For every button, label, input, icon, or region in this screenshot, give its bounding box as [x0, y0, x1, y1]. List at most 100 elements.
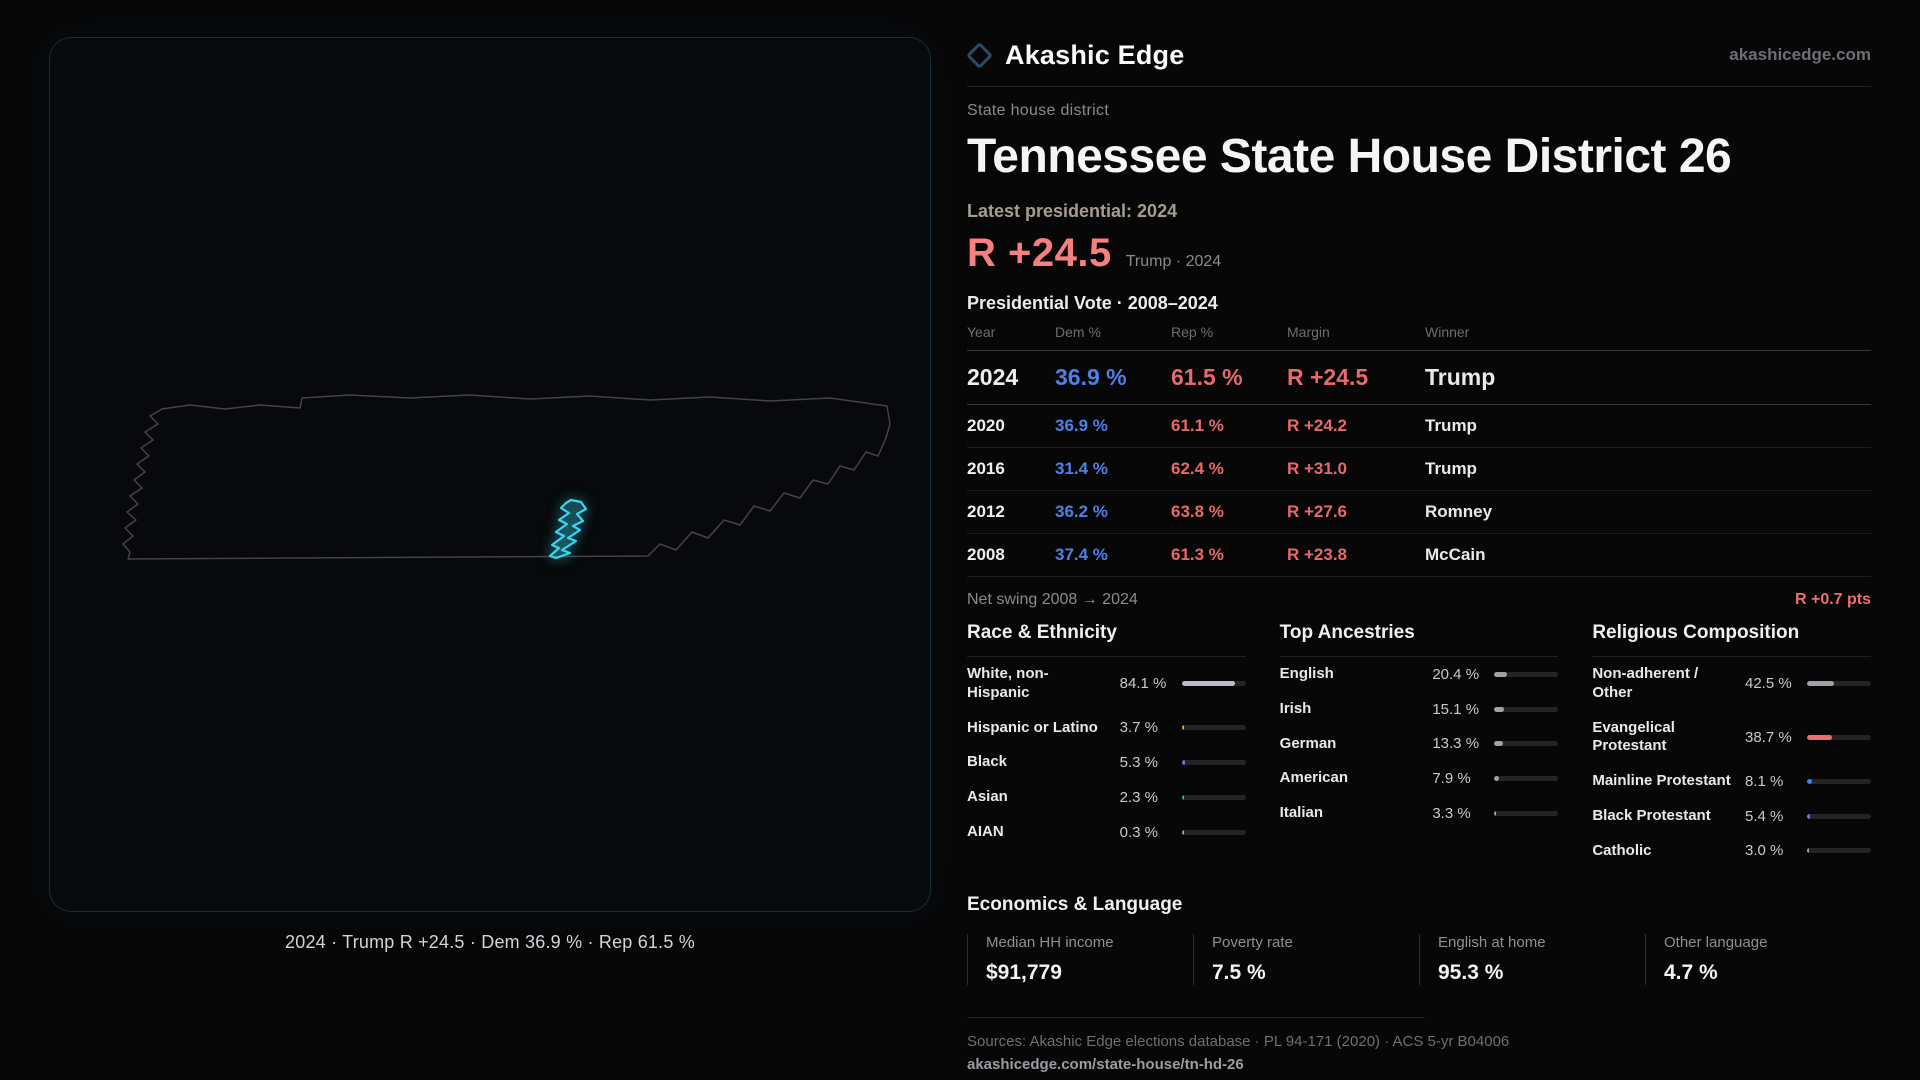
demographic-row: Black 5.3 %: [967, 745, 1246, 780]
demographic-label: Asian: [967, 788, 1008, 805]
net-swing-row: Net swing 2008 → 2024 R +0.7 pts: [967, 577, 1871, 609]
demographic-bar-fill: [1494, 671, 1508, 677]
religion-list: Non-adherent / Other 42.5 % Evangelical …: [1592, 657, 1871, 868]
page-title: Tennessee State House District 26: [967, 130, 1732, 183]
demographic-label: Black: [967, 753, 1008, 771]
demographic-bar: [1806, 848, 1871, 854]
demographic-row: Non-adherent / Other 42.5 %: [1592, 657, 1871, 711]
vote-year: 2012: [967, 502, 1005, 521]
demographic-bar: [1494, 810, 1559, 816]
demographic-label: Evangelical Protestant: [1592, 718, 1675, 755]
brand: Akashic Edge: [966, 39, 1185, 71]
stat-value: 7.5 %: [1212, 961, 1266, 985]
district-type-kicker: State house district: [967, 102, 1110, 119]
demographic-label: German: [1279, 734, 1337, 752]
demographic-bar-fill: [1494, 741, 1503, 747]
col-dem: Dem %: [1055, 324, 1101, 340]
demographic-label: English: [1279, 665, 1334, 682]
demographic-bar: [1494, 706, 1559, 712]
state-outline: [122, 394, 891, 560]
ancestries-list: English 20.4 % Irish 15.1 %: [1280, 657, 1559, 831]
demographic-row: Mainline Protestant 8.1 %: [1592, 764, 1871, 799]
vote-winner: Trump: [1425, 459, 1477, 478]
headline-margin: R +24.5 Trump · 2024: [967, 231, 1871, 276]
demographic-row: Italian 3.3 %: [1280, 796, 1559, 831]
col-winner: Winner: [1425, 324, 1470, 340]
demographic-value: 8.1 %: [1744, 772, 1784, 790]
demographic-bar-fill: [1494, 810, 1497, 816]
demographic-value: 5.4 %: [1744, 807, 1784, 825]
permalink[interactable]: akashicedge.com/state-house/tn-hd-26: [967, 1056, 1244, 1074]
vote-rep-pct: 61.3 %: [1171, 545, 1224, 564]
economics-stat: Other language 4.7 %: [1645, 934, 1871, 986]
demographic-row: AIAN 0.3 %: [967, 815, 1246, 850]
demographic-label: American: [1279, 769, 1349, 787]
demographic-row: English 20.4 %: [1280, 657, 1559, 692]
demographic-value: 15.1 %: [1432, 700, 1480, 718]
vote-dem-pct: 31.4 %: [1055, 459, 1108, 478]
economics-stat: Median HH income $91,779: [967, 934, 1193, 986]
demographic-bar: [1806, 734, 1871, 740]
demographic-label: Non-adherent / Other: [1592, 665, 1699, 701]
vote-rep-pct: 62.4 %: [1171, 459, 1224, 478]
stat-value: $91,779: [986, 961, 1062, 985]
demographic-bar-fill: [1494, 706, 1504, 712]
vote-table-header: Year Dem % Rep % Margin Winner: [967, 324, 1871, 350]
demographic-label: Black Protestant: [1592, 806, 1711, 824]
stat-label: Poverty rate: [1212, 934, 1293, 952]
vote-rep-pct: 63.8 %: [1171, 502, 1224, 521]
demographic-row: Hispanic or Latino 3.7 %: [967, 711, 1246, 746]
vote-winner: McCain: [1425, 545, 1486, 564]
economics-stat: Poverty rate 7.5 %: [1193, 934, 1419, 986]
site-link[interactable]: akashicedge.com: [1729, 45, 1871, 64]
district-26-shape[interactable]: [548, 498, 588, 560]
demographics-grid: Race & Ethnicity White, non-Hispanic 84.…: [967, 622, 1871, 868]
demographic-row: Irish 15.1 %: [1280, 692, 1559, 727]
map-column: 2024 · Trump R +24.5 · Dem 36.9 % · Rep …: [49, 37, 931, 1080]
col-year: Year: [967, 324, 996, 340]
demographic-row: Evangelical Protestant 38.7 %: [1592, 711, 1871, 765]
race-ethnicity-list: White, non-Hispanic 84.1 % Hispanic or L…: [967, 657, 1246, 850]
demographic-value: 20.4 %: [1432, 665, 1480, 683]
economics-title: Economics & Language: [967, 894, 1183, 916]
demographic-bar-fill: [1806, 778, 1813, 784]
vote-margin: R +31.0: [1287, 459, 1348, 478]
demographic-bar-fill: [1806, 681, 1835, 687]
demographic-bar-fill: [1494, 776, 1500, 782]
vote-rep-pct: 61.5 %: [1171, 364, 1243, 390]
stat-label: Other language: [1664, 934, 1768, 952]
district-map-panel: [49, 37, 931, 912]
demographic-bar: [1806, 681, 1871, 687]
vote-rep-pct: 61.1 %: [1171, 416, 1224, 435]
demographic-row: American 7.9 %: [1280, 761, 1559, 796]
col-rep: Rep %: [1171, 324, 1214, 340]
vote-dem-pct: 37.4 %: [1055, 545, 1108, 564]
vote-table-row: 2008 37.4 % 61.3 % R +23.8 McCain: [967, 534, 1871, 577]
stat-label: English at home: [1438, 934, 1546, 952]
demographic-value: 2.3 %: [1119, 788, 1159, 806]
demographic-label: Irish: [1279, 699, 1312, 717]
demographic-bar: [1494, 671, 1559, 677]
net-swing-value: R +0.7 pts: [1794, 591, 1871, 608]
ancestries-title: Top Ancestries: [1279, 622, 1559, 657]
demographic-bar-fill: [1806, 848, 1809, 854]
demographic-bar-fill: [1181, 725, 1185, 731]
demographic-bar: [1181, 760, 1246, 766]
demographic-value: 5.3 %: [1119, 754, 1159, 772]
vote-margin: R +27.6: [1287, 502, 1348, 521]
demographic-value: 38.7 %: [1744, 728, 1792, 746]
vote-dem-pct: 36.9 %: [1055, 416, 1108, 435]
latest-presidential-label: Latest presidential: 2024: [967, 201, 1178, 221]
vote-table-title: Presidential Vote · 2008–2024: [967, 293, 1218, 313]
demographic-row: White, non-Hispanic 84.1 %: [967, 657, 1246, 711]
vote-year: 2008: [967, 545, 1005, 564]
brand-name: Akashic Edge: [1005, 39, 1185, 70]
demographic-value: 84.1 %: [1119, 675, 1167, 693]
col-margin: Margin: [1287, 324, 1330, 340]
race-ethnicity-panel: Race & Ethnicity White, non-Hispanic 84.…: [967, 622, 1246, 868]
vote-table-row: 2016 31.4 % 62.4 % R +31.0 Trump: [967, 448, 1871, 491]
footer: Sources: Akashic Edge elections database…: [967, 1017, 1871, 1074]
demographic-bar: [1181, 725, 1246, 731]
vote-winner: Trump: [1425, 416, 1477, 435]
